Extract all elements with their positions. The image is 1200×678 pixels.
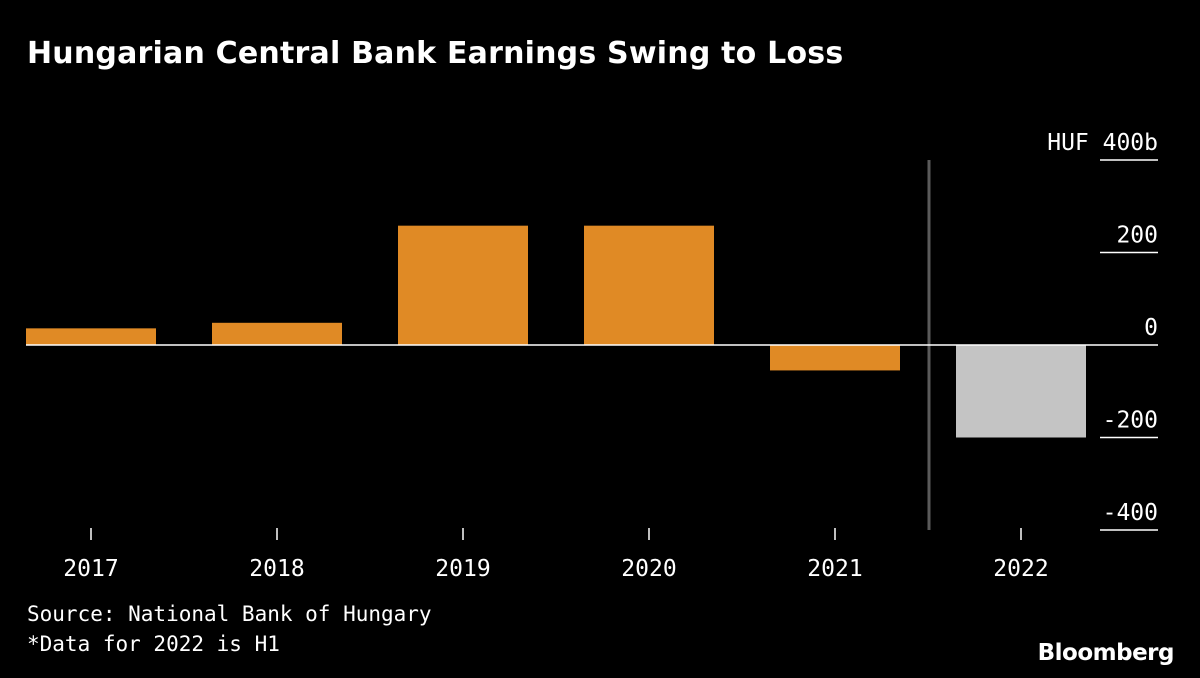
footnote: *Data for 2022 is H1 (27, 632, 280, 656)
bar-2018 (212, 322, 342, 345)
x-tick-label-2017: 2017 (63, 556, 118, 582)
bar-2017 (26, 328, 156, 345)
x-tick-label-2019: 2019 (435, 556, 490, 582)
x-tick-label-2022: 2022 (993, 556, 1048, 582)
bar-2020 (584, 225, 714, 345)
y-tick-label-0: 0 (1144, 315, 1158, 341)
x-tick-label-2018: 2018 (249, 556, 304, 582)
source-note: Source: National Bank of Hungary (27, 602, 432, 626)
bar-2022 (956, 345, 1086, 438)
y-tick-label-400: HUF 400b (1047, 130, 1158, 156)
y-axis: HUF 400b 200 0 -200 -400 (1047, 130, 1158, 531)
bar-2019 (398, 225, 528, 345)
x-axis: 2017 2018 2019 2020 2021 2022 (63, 528, 1049, 582)
x-tick-label-2021: 2021 (807, 556, 862, 582)
y-tick-label-200: 200 (1116, 223, 1158, 249)
bar-2021 (770, 345, 900, 371)
y-tick-label--200: -200 (1103, 408, 1158, 434)
bloomberg-logo: Bloomberg (1037, 640, 1175, 666)
y-tick-label--400: -400 (1103, 500, 1158, 526)
chart-title: Hungarian Central Bank Earnings Swing to… (27, 36, 844, 71)
x-tick-label-2020: 2020 (621, 556, 676, 582)
bars-layer (26, 225, 1086, 438)
